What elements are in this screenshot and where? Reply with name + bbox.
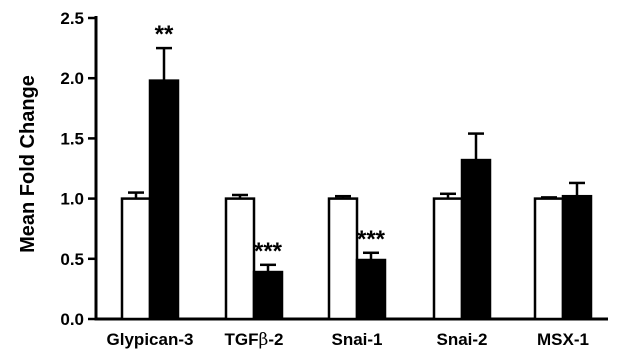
bar-series2-cat4 bbox=[460, 158, 492, 321]
y-tick-label: 2.0 bbox=[60, 69, 84, 88]
bar-series2-cat2 bbox=[252, 270, 284, 321]
bars bbox=[120, 46, 593, 321]
category-label-suffix: -2 bbox=[268, 330, 283, 349]
bar-series1-cat3 bbox=[327, 197, 359, 321]
y-tick-label: 1.5 bbox=[60, 129, 84, 148]
y-tick-label: 1.0 bbox=[60, 190, 84, 209]
category-label-text: Snai-1 bbox=[331, 330, 382, 349]
significance-marker: *** bbox=[357, 226, 386, 253]
bar-series1-cat1 bbox=[120, 197, 152, 321]
bar-series2-cat1 bbox=[148, 79, 180, 321]
category-label: Snai-1 bbox=[331, 330, 382, 349]
bar-series1-cat2 bbox=[224, 197, 256, 321]
category-label-greek: β bbox=[259, 330, 269, 350]
significance-marker: ** bbox=[155, 21, 174, 48]
category-label: Snai-2 bbox=[436, 330, 487, 349]
category-label-text: TGF bbox=[225, 330, 259, 349]
bar-series2-cat3 bbox=[355, 258, 387, 321]
bar-series2-cat5 bbox=[561, 194, 593, 321]
y-tick-label: 0.0 bbox=[60, 310, 84, 329]
y-tick-label: 0.5 bbox=[60, 250, 84, 269]
category-label-text: MSX-1 bbox=[537, 330, 589, 349]
category-label: TGFβ-2 bbox=[225, 330, 284, 350]
bar-series1-cat4 bbox=[432, 197, 464, 321]
category-label: Glypican-3 bbox=[107, 330, 194, 349]
y-axis-label: Mean Fold Change bbox=[17, 75, 39, 253]
category-label-text: Snai-2 bbox=[436, 330, 487, 349]
significance-marker: *** bbox=[254, 238, 283, 265]
category-label: MSX-1 bbox=[537, 330, 589, 349]
labels: ** Glypican-3 *** TGFβ-2 *** Snai-1 Snai-2 MSX-… bbox=[107, 21, 589, 350]
axes: 0.0 0.5 1.0 1.5 2.0 2.5 bbox=[60, 9, 608, 329]
y-tick-label: 2.5 bbox=[60, 9, 84, 28]
category-label-text: Glypican-3 bbox=[107, 330, 194, 349]
bar-series1-cat5 bbox=[533, 197, 565, 321]
